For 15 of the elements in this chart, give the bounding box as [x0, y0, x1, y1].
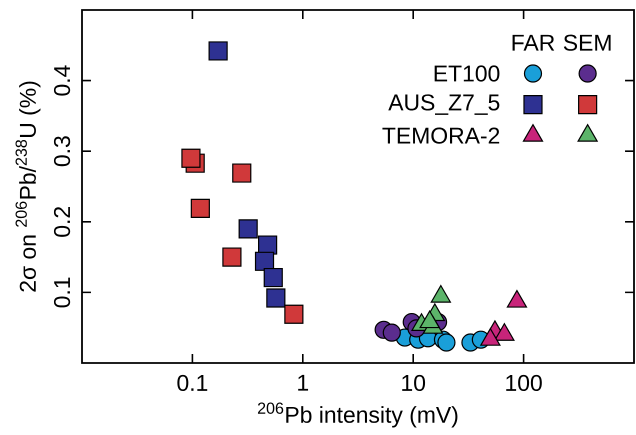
- y-tick-label: 0.4: [54, 65, 70, 96]
- y-tick-label: 0.1: [54, 278, 70, 308]
- legend-label: AUS_Z7_5: [388, 94, 500, 115]
- y-tick-label: 0.2: [54, 207, 70, 237]
- x-axis-title: $^{206}$Pb intensity (mV): [258, 402, 458, 428]
- legend-label: ET100: [434, 65, 500, 82]
- y-axis-title: 2σ on $^{206}$Pb/$^{238}$U (%): [16, 82, 40, 292]
- annotation: SEM: [564, 34, 611, 51]
- x-tick-label: 10: [402, 374, 426, 392]
- annotation: FAR: [512, 34, 554, 51]
- y-tick-label: 0.3: [54, 136, 70, 166]
- x-tick-label: 1: [298, 374, 308, 391]
- x-tick-label: 100: [506, 374, 542, 392]
- x-tick-label: 0.1: [177, 374, 208, 392]
- legend-label: TEMORA-2: [382, 128, 500, 144]
